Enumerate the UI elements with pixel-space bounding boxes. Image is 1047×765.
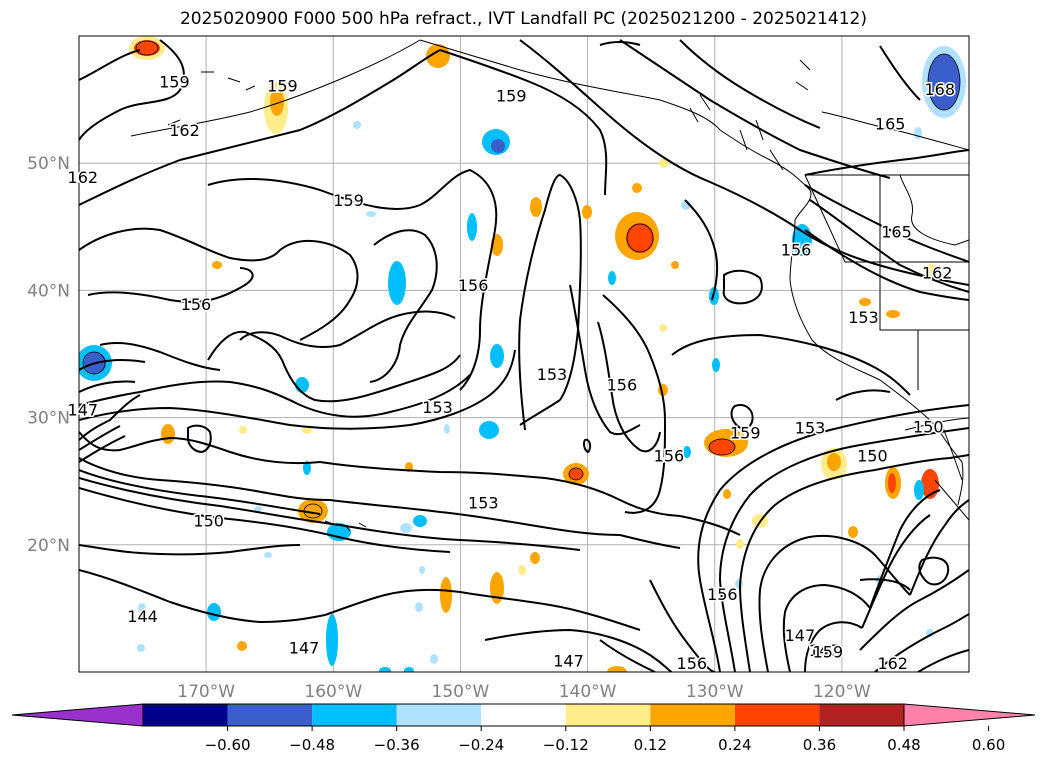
contour-label: 144 bbox=[127, 607, 158, 626]
latitude-label: 50°N bbox=[27, 154, 70, 174]
colorbar-tick-label: −0.60 bbox=[205, 736, 251, 754]
contour-label: 162 bbox=[169, 121, 200, 140]
contour-label: 156 bbox=[707, 585, 738, 604]
contour-label: 159 bbox=[267, 76, 298, 95]
colorbar-tick-label: 0.36 bbox=[803, 736, 836, 754]
colorbar-tick-label: 0.48 bbox=[887, 736, 920, 754]
longitude-label: 130°W bbox=[686, 682, 744, 702]
colorbar-tick-label: 0.12 bbox=[634, 736, 667, 754]
contour-label: 156 bbox=[677, 654, 708, 673]
map-title: 2025020900 F000 500 hPa refract., IVT La… bbox=[179, 9, 867, 29]
colorbar-tick-label: 0.24 bbox=[718, 736, 751, 754]
contour-label: 165 bbox=[881, 223, 912, 242]
colorbar-tick-label: 0.60 bbox=[972, 736, 1005, 754]
contour-label: 165 bbox=[875, 115, 906, 134]
contour-label: 159 bbox=[159, 73, 190, 92]
colorbar-swatch bbox=[143, 704, 228, 726]
colorbar-swatch bbox=[396, 704, 482, 726]
contour-label: 147 bbox=[809, 641, 840, 660]
contour-label: 159 bbox=[496, 87, 527, 106]
contour-label: 147 bbox=[785, 626, 816, 645]
contour-label: 147 bbox=[68, 401, 99, 420]
colorbar-swatch bbox=[227, 704, 313, 726]
axis-labels: 50°N 40°N 30°N 20°N 170°W 160°W 150°W 140°W 130°… bbox=[27, 154, 871, 702]
contour-labels: 159 162 162 159 159 168 165 159 156 156 156 165 162 1… bbox=[66, 71, 956, 674]
contour-label: 150 bbox=[193, 511, 224, 530]
colorbar-extend-low bbox=[11, 703, 144, 727]
colorbar-swatch bbox=[819, 704, 904, 726]
refractivity-contours bbox=[79, 39, 969, 672]
longitude-label: 120°W bbox=[813, 682, 871, 702]
colorbar-tick-label: −0.48 bbox=[289, 736, 335, 754]
contour-label: 156 bbox=[458, 276, 489, 295]
coastlines bbox=[130, 39, 969, 532]
contour-label: 168 bbox=[924, 80, 955, 99]
anomaly-outlines bbox=[82, 40, 961, 519]
contour-label: 150 bbox=[857, 447, 888, 466]
longitude-label: 160°W bbox=[304, 682, 362, 702]
contour-label: 153 bbox=[795, 419, 826, 438]
contour-label: 162 bbox=[922, 263, 953, 282]
colorbar-swatch bbox=[312, 704, 397, 726]
contour-label: 153 bbox=[422, 398, 453, 417]
contour-label: 147 bbox=[553, 651, 584, 670]
colorbar-extend-high bbox=[903, 703, 1036, 727]
latitude-label: 20°N bbox=[27, 536, 70, 556]
contour-label: 153 bbox=[848, 308, 879, 327]
contour-label: 153 bbox=[468, 494, 499, 513]
colorbar-frame bbox=[142, 703, 905, 727]
colorbar-tick-label: −0.24 bbox=[458, 736, 504, 754]
colorbar: −0.60 −0.48 −0.36 −0.24 −0.12 0.12 0.24 0.36 0.4… bbox=[11, 703, 1036, 754]
contour-label: 162 bbox=[68, 168, 99, 187]
contour-label: 156 bbox=[607, 375, 638, 394]
contour-label: 150 bbox=[913, 417, 944, 436]
contour-label: 153 bbox=[537, 365, 568, 384]
contour-label: 159 bbox=[333, 191, 364, 210]
contour-label: 159 bbox=[813, 642, 844, 661]
latitude-label: 30°N bbox=[27, 409, 70, 429]
colorbar-swatch bbox=[734, 704, 820, 726]
map-frame bbox=[78, 35, 970, 673]
colorbar-swatch bbox=[481, 704, 566, 726]
colorbar-swatch bbox=[565, 704, 651, 726]
contour-label: 159 bbox=[730, 424, 761, 443]
contour-label: 156 bbox=[781, 240, 812, 259]
contour-label: 147 bbox=[289, 639, 320, 658]
longitude-label: 150°W bbox=[432, 682, 490, 702]
colorbar-tick-label: −0.12 bbox=[543, 736, 589, 754]
colorbar-swatch bbox=[650, 704, 735, 726]
colorbar-tick-label: −0.36 bbox=[374, 736, 420, 754]
contour-label: 162 bbox=[877, 654, 908, 673]
latitude-label: 40°N bbox=[27, 281, 70, 301]
longitude-label: 140°W bbox=[559, 682, 617, 702]
longitude-label: 170°W bbox=[177, 682, 235, 702]
contour-label: 156 bbox=[181, 295, 212, 314]
contour-label: 156 bbox=[654, 447, 685, 466]
